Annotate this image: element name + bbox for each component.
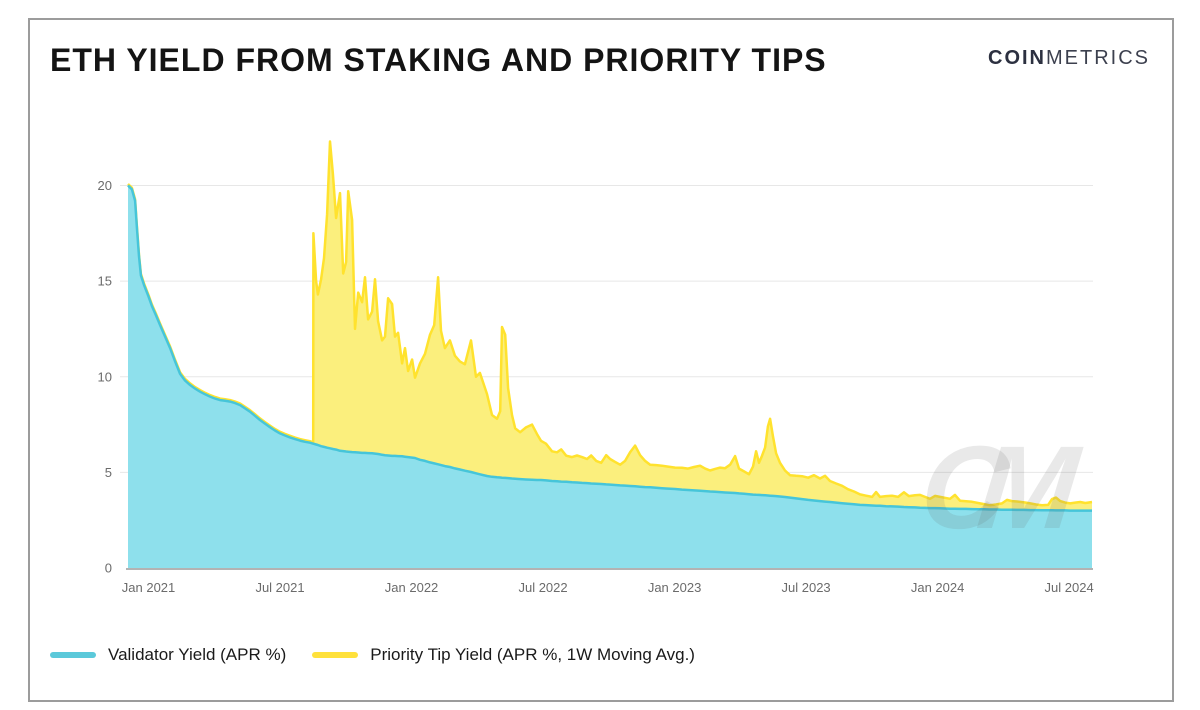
page-title: ETH YIELD FROM STAKING AND PRIORITY TIPS bbox=[50, 42, 827, 78]
x-axis-labels: Jan 2021 Jul 2021 Jan 2022 Jul 2022 Jan 2023… bbox=[122, 580, 1094, 595]
y-tick-label: 20 bbox=[98, 178, 112, 193]
x-tick-label: Jan 2024 bbox=[911, 580, 965, 595]
x-tick-label: Jul 2021 bbox=[255, 580, 304, 595]
y-tick-label: 5 bbox=[105, 465, 112, 480]
chart-legend: Validator Yield (APR %) Priority Tip Yie… bbox=[50, 645, 695, 665]
validator-area bbox=[128, 185, 1092, 568]
legend-item-validator-yield: Validator Yield (APR %) bbox=[50, 645, 286, 665]
priority-tip-line bbox=[127, 140, 1093, 507]
y-axis-labels: 0 5 10 15 20 bbox=[98, 178, 112, 576]
x-tick-label: Jan 2022 bbox=[385, 580, 439, 595]
logo-metrics-part: METRICS bbox=[1046, 47, 1150, 69]
y-tick-label: 15 bbox=[98, 274, 112, 289]
report-card-frame bbox=[28, 18, 1174, 702]
validator-line bbox=[127, 184, 1092, 512]
y-tick-label: 10 bbox=[98, 369, 112, 384]
x-tick-label: Jul 2024 bbox=[1045, 580, 1094, 595]
x-tick-label: Jul 2022 bbox=[518, 580, 567, 595]
validator-yield-swatch bbox=[50, 652, 96, 658]
y-tick-label: 0 bbox=[105, 561, 112, 576]
legend-label: Validator Yield (APR %) bbox=[108, 645, 287, 664]
priority-tip-yield-swatch bbox=[312, 652, 359, 658]
coinmetrics-logo: COINMETRICS bbox=[960, 47, 1150, 70]
x-tick-label: Jul 2023 bbox=[782, 580, 831, 595]
x-tick-label: Jan 2023 bbox=[648, 580, 702, 595]
legend-item-priority-tip-yield: Priority Tip Yield (APR %, 1W Moving Avg… bbox=[312, 645, 695, 665]
logo-coin-part: COIN bbox=[988, 47, 1046, 69]
x-tick-label: Jan 2021 bbox=[122, 580, 176, 595]
legend-label: Priority Tip Yield (APR %, 1W Moving Avg… bbox=[370, 645, 695, 664]
